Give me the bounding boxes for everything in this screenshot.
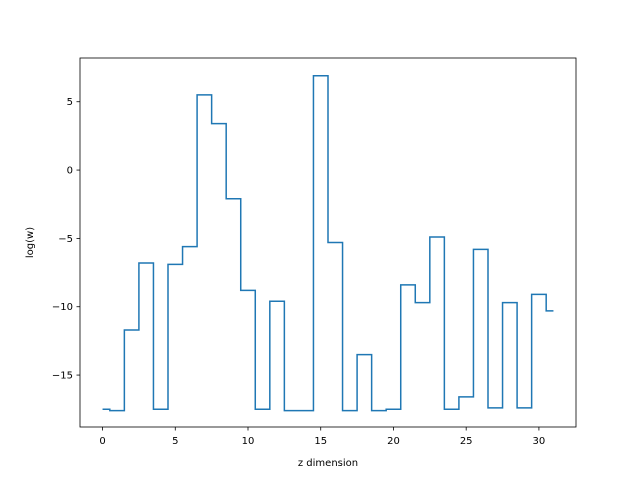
y-tick-label: −5 — [58, 234, 73, 245]
x-tick-label: 20 — [387, 436, 400, 447]
y-tick-label: 0 — [67, 166, 73, 177]
x-tick-label: 0 — [99, 436, 105, 447]
x-tick-label: 25 — [460, 436, 473, 447]
plot-area — [102, 75, 554, 412]
y-tick-label: −15 — [52, 371, 73, 382]
x-axis-ticks: 0 5 10 15 20 25 30 — [99, 427, 545, 447]
series-step-line-0 — [102, 75, 554, 412]
y-tick-label: −10 — [52, 302, 73, 313]
y-axis-ticks: −15 −10 −5 0 5 — [52, 97, 80, 382]
x-tick-label: 15 — [314, 436, 327, 447]
x-tick-label: 5 — [172, 436, 178, 447]
x-tick-label: 30 — [533, 436, 546, 447]
axes-frame — [79, 57, 577, 428]
y-axis-label: log(w) — [25, 227, 36, 258]
x-axis-label: z dimension — [298, 458, 358, 469]
x-tick-label: 10 — [242, 436, 255, 447]
y-tick-label: 5 — [67, 97, 73, 108]
